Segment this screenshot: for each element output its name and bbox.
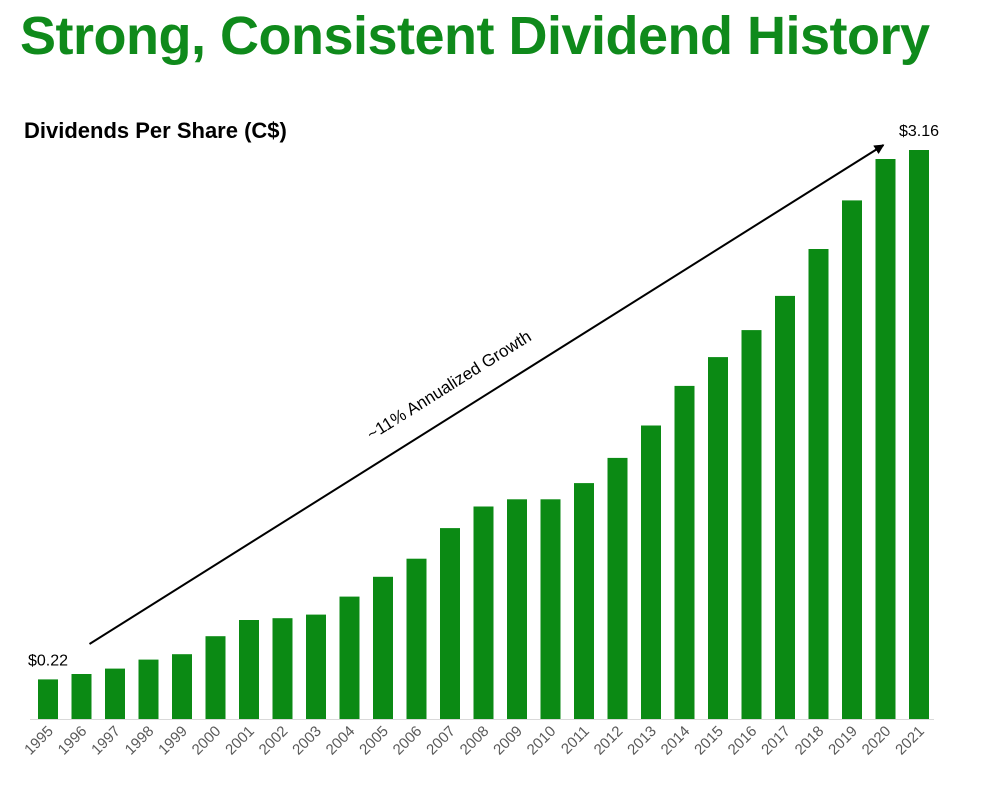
bar-2021 [909, 150, 929, 719]
bar-2003 [306, 614, 326, 719]
data-labels: $0.22 $3.16 [28, 123, 939, 669]
bar-1999 [172, 654, 192, 719]
x-tick-label-2021: 2021 [892, 723, 928, 759]
bar-2016 [741, 330, 762, 719]
x-tick-label-2014: 2014 [658, 723, 694, 759]
bar-2009 [507, 499, 527, 719]
bar-2012 [607, 457, 628, 719]
bar-1997 [105, 668, 125, 719]
x-tick-label-2002: 2002 [256, 723, 292, 759]
x-tick-label-2000: 2000 [189, 723, 225, 759]
bar-2006 [406, 558, 427, 719]
bar-2014 [674, 385, 695, 719]
x-tick-label-2019: 2019 [825, 723, 861, 759]
x-tick-label-2016: 2016 [725, 723, 761, 759]
bar-1998 [138, 659, 159, 719]
x-tick-label-2005: 2005 [356, 723, 392, 759]
x-tick-label-1999: 1999 [155, 723, 191, 759]
x-tick-label-2011: 2011 [558, 723, 593, 758]
bar-1996 [71, 674, 92, 719]
bar-2007 [440, 528, 460, 719]
x-tick-label-2013: 2013 [624, 723, 660, 759]
growth-arrow [88, 144, 885, 645]
bar-2004 [339, 596, 360, 719]
chart-title: Dividends Per Share (C$) [24, 118, 287, 143]
x-tick-label-2010: 2010 [524, 723, 560, 759]
x-tick-label-2018: 2018 [792, 723, 828, 759]
bar-2001 [239, 620, 259, 719]
x-tick-label-1998: 1998 [122, 723, 158, 759]
bar-2008 [473, 506, 494, 719]
bar-2010 [540, 499, 561, 719]
bar-2005 [373, 576, 393, 720]
bar-2000 [205, 636, 226, 719]
x-tick-label-1996: 1996 [55, 723, 91, 759]
bar-2011 [574, 483, 594, 719]
bar-2013 [641, 425, 661, 719]
x-tick-label-2012: 2012 [591, 723, 627, 759]
x-tick-label-2004: 2004 [323, 723, 359, 759]
x-tick-labels: 1995199619971998199920002001200220032004… [21, 723, 928, 759]
bar-2017 [775, 295, 795, 719]
x-tick-label-1997: 1997 [88, 723, 124, 759]
x-tick-label-2006: 2006 [390, 723, 426, 759]
headline: Strong, Consistent Dividend History [20, 6, 930, 66]
bars-layer [38, 150, 929, 720]
x-tick-label-2015: 2015 [691, 723, 727, 759]
x-tick-label-2020: 2020 [859, 723, 895, 759]
x-tick-label-2007: 2007 [423, 723, 459, 759]
bar-2018 [808, 249, 829, 719]
x-tick-label-2001: 2001 [222, 723, 258, 759]
bar-2019 [842, 200, 862, 719]
growth-annotation-text: ~11% Annualized Growth [364, 327, 535, 444]
x-tick-label-2017: 2017 [758, 723, 794, 759]
x-tick-label-1995: 1995 [21, 723, 57, 759]
bar-2015 [708, 357, 728, 719]
bar-2002 [272, 618, 293, 719]
x-tick-label-2008: 2008 [457, 723, 493, 759]
data-label-2021: $3.16 [899, 123, 939, 140]
x-tick-label-2003: 2003 [289, 723, 325, 759]
x-tick-label-2009: 2009 [490, 723, 526, 759]
bar-1995 [38, 679, 58, 719]
bar-2020 [875, 159, 896, 719]
data-label-1995: $0.22 [28, 652, 68, 669]
